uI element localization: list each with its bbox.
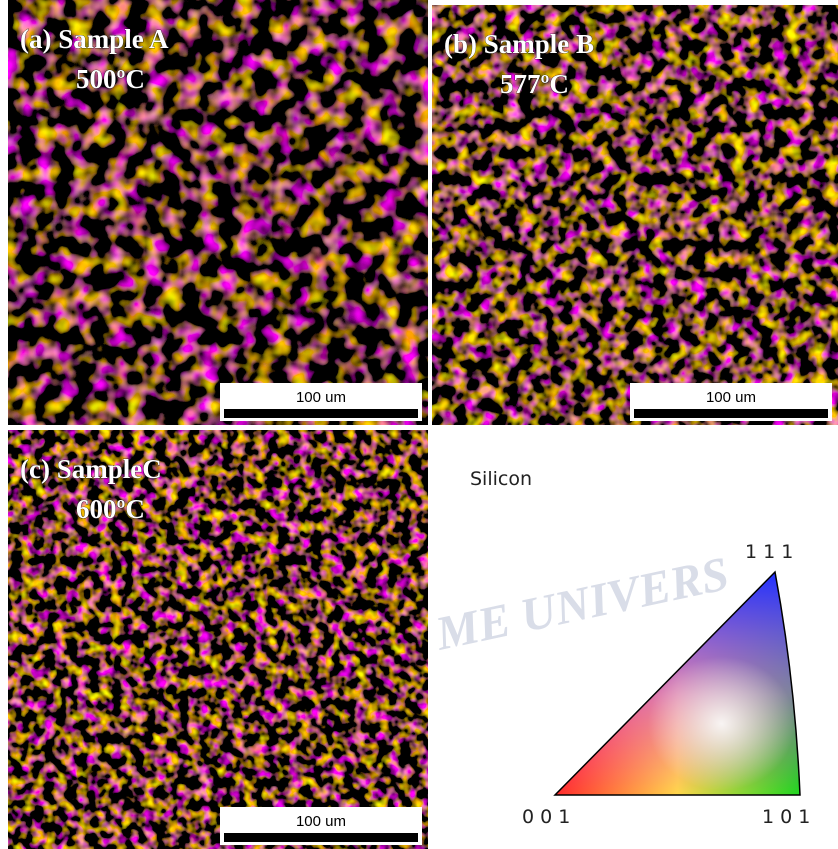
vertex-label: 0 0 1 xyxy=(522,806,570,828)
ebsd-panel: (b) Sample B 577ºC 100 um xyxy=(432,5,838,425)
ipf-outline xyxy=(553,570,801,796)
watermark: ME UNIVERS xyxy=(430,547,733,661)
scale-bar-label: 100 um xyxy=(706,389,756,406)
ipf-legend: Silicon 1 1 1 0 0 1 1 0 1 xyxy=(470,468,810,828)
panel-temperature: 577ºC xyxy=(500,69,569,99)
scale-bar xyxy=(224,409,418,418)
scale-bar xyxy=(634,409,828,418)
ebsd-panel: (c) SampleC 600ºC 100 um xyxy=(8,430,428,849)
scale-bar xyxy=(224,833,418,842)
panel-label: (c) SampleC xyxy=(20,454,162,484)
vertex-label: 1 0 1 xyxy=(762,806,810,828)
panel-temperature: 500ºC xyxy=(76,64,145,94)
vertex-label: 1 1 1 xyxy=(745,541,793,563)
scale-bar-label: 100 um xyxy=(296,389,346,406)
legend-title: Silicon xyxy=(470,468,532,490)
panel-label: (a) Sample A xyxy=(20,24,169,54)
panel-temperature: 600ºC xyxy=(76,494,145,524)
panel-label: (b) Sample B xyxy=(444,29,594,59)
ebsd-map xyxy=(8,430,428,849)
ebsd-panel: (a) Sample A 500ºC 100 um xyxy=(8,0,428,425)
ebsd-map xyxy=(8,0,428,425)
scale-bar-label: 100 um xyxy=(296,813,346,830)
ebsd-map xyxy=(432,5,838,425)
